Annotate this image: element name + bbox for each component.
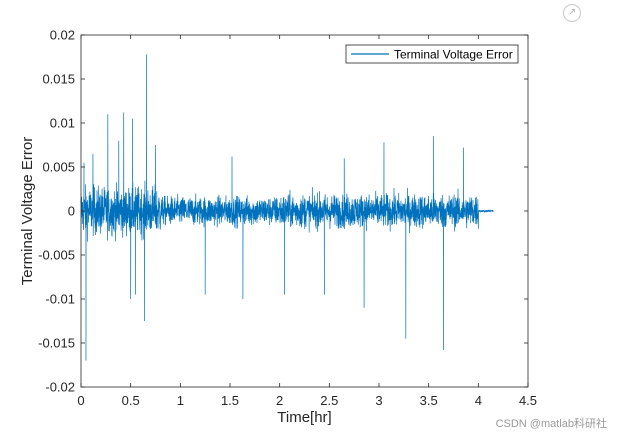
- x-tick-label: 3.5: [420, 393, 438, 408]
- x-tick-label: 0: [77, 393, 84, 408]
- expand-icon[interactable]: ↗: [563, 4, 581, 22]
- legend: Terminal Voltage Error: [345, 44, 519, 64]
- legend-label: Terminal Voltage Error: [394, 48, 513, 62]
- tick-layer: 0 0.5 1 1.5 2 2.5 3 3.5 4 4.50.020.0150.010.0050-…: [38, 28, 537, 409]
- x-tick-label: 2: [276, 393, 283, 408]
- y-tick-label: 0.01: [50, 116, 75, 131]
- y-tick-label: 0: [68, 204, 75, 219]
- y-tick-label: 0.02: [50, 28, 75, 43]
- x-tick-label: 0.5: [122, 393, 140, 408]
- x-tick-label: 4.5: [519, 393, 537, 408]
- x-tick-label: 3: [375, 393, 382, 408]
- x-tick-label: 1.5: [221, 393, 239, 408]
- x-tick-label: 2.5: [320, 393, 338, 408]
- x-tick-label: 4: [475, 393, 482, 408]
- y-tick-label: -0.015: [38, 336, 75, 351]
- y-tick-label: -0.02: [45, 380, 75, 395]
- x-axis-label: Time[hr]: [277, 409, 331, 426]
- series-line-terminal-voltage-error: [80, 54, 494, 361]
- y-axis-label: Terminal Voltage Error: [19, 137, 36, 285]
- y-tick-label: 0.005: [42, 160, 75, 175]
- legend-box: [345, 44, 519, 64]
- y-tick-label: -0.005: [38, 248, 75, 263]
- watermark: CSDN @matlab科研社: [495, 418, 607, 430]
- series-layer: [80, 54, 494, 361]
- x-tick-label: 1: [177, 393, 184, 408]
- y-tick-label: -0.01: [45, 292, 75, 307]
- y-tick-label: 0.015: [42, 72, 75, 87]
